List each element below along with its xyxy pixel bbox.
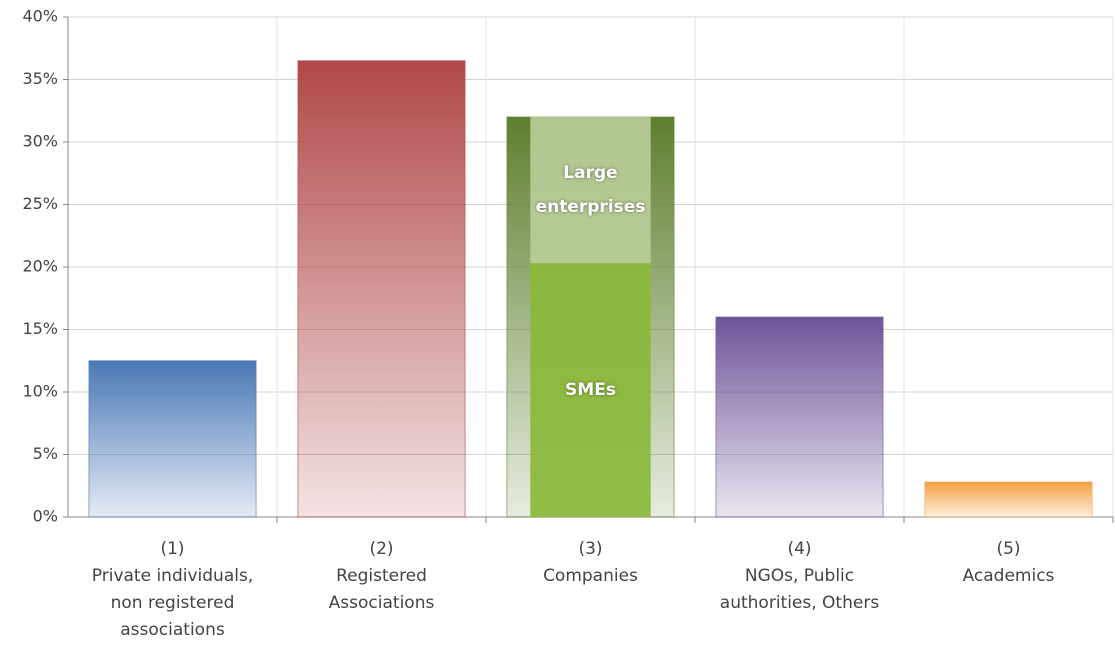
- x-tick-label: (4): [787, 539, 811, 559]
- x-tick-label: (2): [369, 539, 393, 559]
- x-tick-label: (5): [996, 539, 1020, 559]
- y-tick-label: 0%: [33, 507, 58, 526]
- x-tick-label: Companies: [543, 566, 638, 586]
- x-tick-label: NGOs, Public: [745, 566, 854, 586]
- x-tick-label: Registered: [336, 566, 427, 586]
- x-tick-label: (3): [578, 539, 602, 559]
- bar: [297, 60, 466, 518]
- x-tick-label: (1): [160, 539, 184, 559]
- x-tick-label: authorities, Others: [720, 593, 880, 613]
- y-tick-label: 35%: [22, 69, 58, 88]
- x-tick-label: associations: [120, 620, 225, 640]
- x-tick-label: non registered: [111, 593, 235, 613]
- bar-segment: [530, 263, 651, 517]
- y-tick-label: 20%: [22, 257, 58, 276]
- x-tick-label: Private individuals,: [92, 566, 253, 586]
- y-tick-label: 5%: [33, 444, 58, 463]
- y-tick-label: 15%: [22, 319, 58, 338]
- bar-segment: [530, 117, 651, 264]
- y-tick-label: 30%: [22, 132, 58, 151]
- y-tick-label: 40%: [22, 7, 58, 26]
- segment-label: Large enterprises: [535, 163, 646, 218]
- bar: [924, 481, 1093, 518]
- segment-label: SMEs: [565, 380, 616, 401]
- x-tick-label: Associations: [329, 593, 435, 613]
- bar: [715, 316, 884, 518]
- x-tick-label: Academics: [963, 566, 1055, 586]
- bar: [88, 360, 257, 518]
- y-tick-label: 25%: [22, 194, 58, 213]
- y-tick-label: 10%: [22, 382, 58, 401]
